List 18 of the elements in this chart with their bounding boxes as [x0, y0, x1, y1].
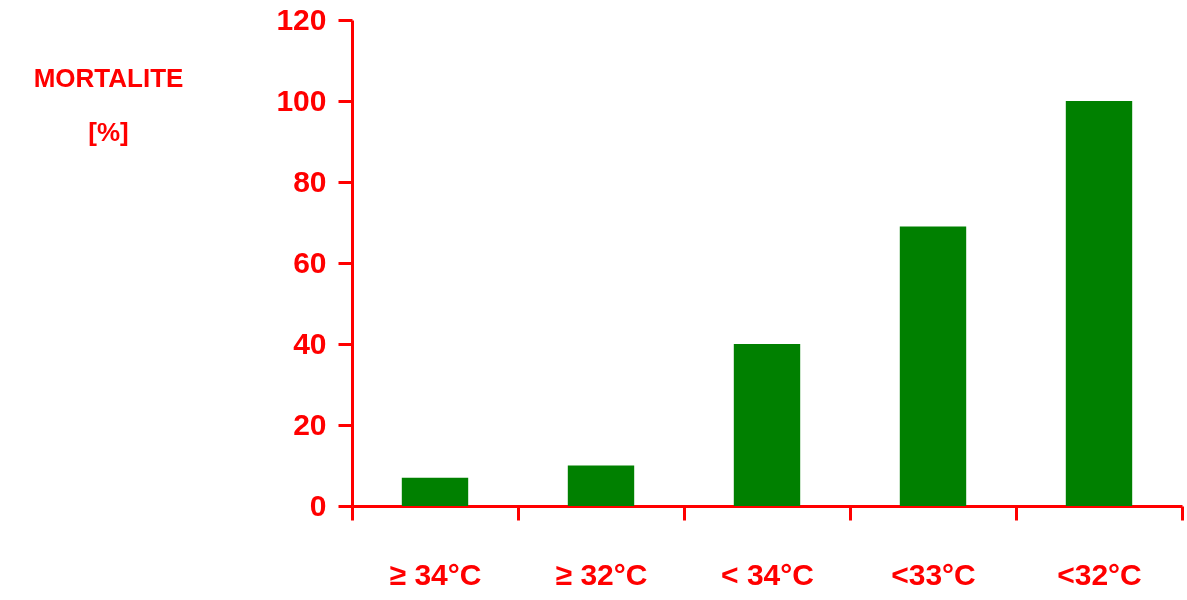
bar — [899, 226, 967, 506]
x-tick-label: < 34°C — [721, 557, 814, 591]
y-tick-label: 60 — [293, 245, 327, 279]
x-tick-label: ≥ 34°C — [389, 557, 482, 591]
bar — [1065, 101, 1133, 506]
y-axis-title: MORTALITE [%] — [33, 62, 184, 147]
bar — [567, 465, 635, 506]
x-tick-label: <32°C — [1057, 557, 1142, 591]
y-tick-label: 20 — [293, 407, 327, 441]
bar — [733, 344, 801, 506]
y-tick-label: 120 — [276, 2, 327, 36]
y-tick-label: 40 — [293, 326, 327, 360]
x-tick-label: ≥ 32°C — [555, 557, 648, 591]
x-tick-label: <33°C — [891, 557, 976, 591]
y-tick-label: 100 — [276, 83, 327, 117]
y-tick-label: 0 — [309, 488, 327, 522]
y-tick-label: 80 — [293, 164, 327, 198]
bar — [401, 477, 469, 506]
